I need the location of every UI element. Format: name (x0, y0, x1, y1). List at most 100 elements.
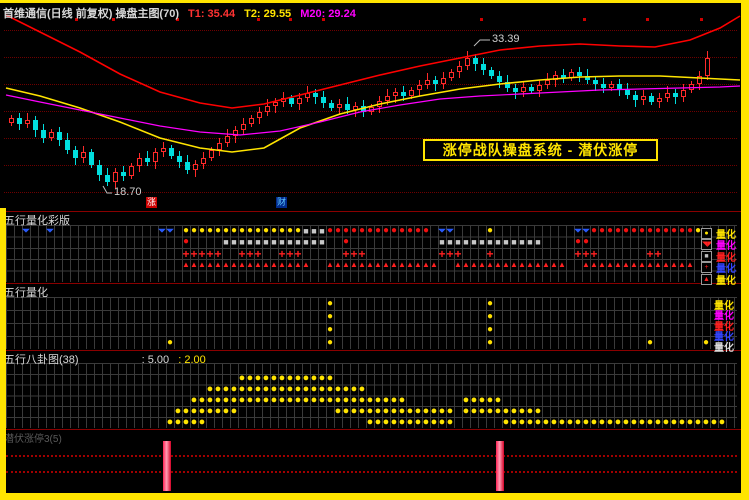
grid-dot: ▲ (278, 259, 286, 269)
event-marker[interactable]: 涨 (146, 197, 157, 208)
grid-dot: ● (326, 323, 334, 335)
candle (505, 82, 510, 88)
legend-label: 量化 (714, 342, 734, 354)
candle (545, 80, 550, 85)
wave-dot: ● (318, 393, 326, 406)
wave-dot: ● (238, 383, 246, 396)
grid-dot: ● (398, 224, 406, 236)
grid-dot: ▲ (350, 259, 358, 269)
candle (73, 150, 78, 158)
wave-dot: ● (470, 404, 478, 417)
grid-dot: ● (678, 224, 686, 236)
chart-title-bar: 首维通信(日线 前复权) 操盘主图(70) T1: 35.44 T2: 29.55 M… (3, 5, 365, 21)
candle (209, 150, 214, 158)
wave-dot: ● (310, 372, 318, 385)
candle (17, 118, 22, 124)
wave-dot: ● (198, 415, 206, 428)
window-border-right (741, 0, 749, 500)
legend-row: 量化 (714, 297, 734, 312)
grid-dot: + (342, 246, 350, 261)
grid-dot: ● (590, 224, 598, 236)
candle (441, 78, 446, 84)
wave-dot: ● (478, 393, 486, 406)
wave-dot: ● (254, 372, 262, 385)
candle (65, 140, 70, 150)
wave-dot: ● (398, 404, 406, 417)
wave-dot: ● (198, 393, 206, 406)
grid-dot: ● (350, 224, 358, 236)
wave-dot: ● (350, 404, 358, 417)
legend-icon: + (701, 262, 712, 274)
grid-dot: ■ (463, 237, 469, 248)
candle (337, 104, 342, 108)
candle (361, 106, 366, 112)
candle (49, 132, 54, 138)
wave-dot: ● (534, 404, 542, 417)
wave-dot: ● (382, 393, 390, 406)
candle (681, 90, 686, 97)
wave-dot: ● (486, 393, 494, 406)
gridline (4, 165, 737, 166)
panel4-grid[interactable]: ● ● ● ● ● ● ● ● ● ● ● ● ● ● ● ● ● ● ● ● ● ● ● ● ● ● ● ● ● ● ● ● ● ● ● ● ● ● ● ●… (6, 363, 737, 428)
wave-dot: ● (270, 372, 278, 385)
window-border-bottom (0, 493, 749, 500)
candle (417, 85, 422, 90)
grid-dot: ● (270, 224, 278, 236)
grid-dot: ● (486, 336, 494, 348)
legend-label: 量化 (716, 241, 736, 253)
wave-dot: ● (702, 415, 710, 428)
grid-dot: ● (630, 224, 638, 236)
panel5-area[interactable] (0, 438, 742, 493)
grid-dot: + (590, 246, 598, 261)
wave-dot: ● (382, 415, 390, 428)
grid-dot: ● (670, 224, 678, 236)
grid-dot: ▲ (222, 259, 230, 269)
wave-dot: ● (374, 393, 382, 406)
wave-dot: ● (358, 404, 366, 417)
grid-dot: ■ (487, 237, 493, 248)
candle (81, 152, 86, 158)
wave-dot: ● (342, 404, 350, 417)
grid-dot: ■ (503, 237, 509, 248)
wave-dot: ● (614, 415, 622, 428)
grid-dot: ● (358, 224, 366, 236)
signal-bar[interactable] (496, 441, 504, 491)
candle (153, 152, 158, 162)
wave-dot: ● (278, 372, 286, 385)
candle (265, 106, 270, 112)
wave-dot: ● (206, 383, 214, 396)
candle (273, 102, 278, 106)
wave-dot: ● (366, 393, 374, 406)
panel2-grid[interactable]: ◥◤ ◥◤ ◥◤ ◥◤ ● ● ● ● ● ● ● ● ● ● ● ● ● ● ● ■ ■ ■ ● ● ● ● ● ● ● ● ● ● ● ● ● ◥… (6, 225, 737, 282)
candle (97, 165, 102, 175)
wave-dot: ● (246, 372, 254, 385)
wave-dot: ● (710, 415, 718, 428)
tick-marker (583, 18, 586, 21)
grid-dot: ● (182, 224, 190, 236)
grid-dot: ◥◤ (446, 227, 454, 234)
wave-dot: ● (358, 383, 366, 396)
grid-dot: ▲ (558, 259, 566, 269)
wave-dot: ● (398, 393, 406, 406)
signal-bar[interactable] (163, 441, 171, 491)
wave-dot: ● (422, 415, 430, 428)
wave-dot: ● (502, 404, 510, 417)
wave-dot: ● (414, 415, 422, 428)
grid-dot: ● (646, 224, 654, 236)
grid-dot: ● (654, 224, 662, 236)
wave-dot: ● (182, 404, 190, 417)
candle (593, 80, 598, 84)
grid-dot: ■ (471, 237, 477, 248)
grid-dot: ▲ (366, 259, 374, 269)
grid-dot: ▲ (422, 259, 430, 269)
grid-dot: ▲ (286, 259, 294, 269)
event-marker[interactable]: 财 (276, 197, 287, 208)
grid-dot: ■ (255, 237, 261, 248)
tick-marker (700, 18, 703, 21)
wave-dot: ● (598, 415, 606, 428)
wave-dot: ● (254, 393, 262, 406)
grid-dot: ▲ (206, 259, 214, 269)
panel3-grid[interactable]: ● ● ● ● ● ● ● ● ● ● ● (6, 297, 737, 349)
grid-dot: + (454, 246, 462, 261)
main-chart-panel[interactable]: 首维通信(日线 前复权) 操盘主图(70) T1: 35.44 T2: 29.55 M… (0, 3, 742, 211)
